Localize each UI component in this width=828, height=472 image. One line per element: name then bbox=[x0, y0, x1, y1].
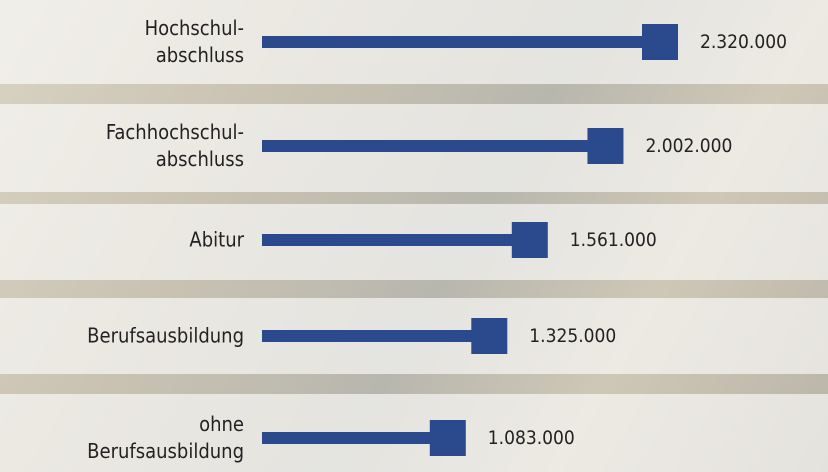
bar-end-marker bbox=[512, 222, 548, 258]
bar bbox=[262, 234, 530, 246]
chart: Hochschul- abschluss 2.320.000 Fachhochsch… bbox=[0, 0, 828, 472]
category-label: ohne Berufsausbildung bbox=[87, 411, 244, 465]
category-label: Berufsausbildung bbox=[87, 323, 244, 350]
category-label: Abitur bbox=[189, 227, 244, 254]
value-label: 1.083.000 bbox=[488, 427, 575, 449]
category-label: Hochschul- abschluss bbox=[145, 15, 244, 69]
category-label: Fachhochschul- abschluss bbox=[106, 119, 244, 173]
value-label: 2.002.000 bbox=[645, 135, 732, 157]
bar bbox=[262, 140, 605, 152]
bar bbox=[262, 432, 448, 444]
bar-end-marker bbox=[642, 24, 678, 60]
bar-end-marker bbox=[471, 318, 507, 354]
bar bbox=[262, 36, 660, 48]
bar-end-marker bbox=[587, 128, 623, 164]
value-label: 1.561.000 bbox=[570, 229, 657, 251]
value-label: 1.325.000 bbox=[529, 325, 616, 347]
bar bbox=[262, 330, 489, 342]
bar-end-marker bbox=[430, 420, 466, 456]
value-label: 2.320.000 bbox=[700, 31, 787, 53]
plot bbox=[0, 0, 828, 472]
